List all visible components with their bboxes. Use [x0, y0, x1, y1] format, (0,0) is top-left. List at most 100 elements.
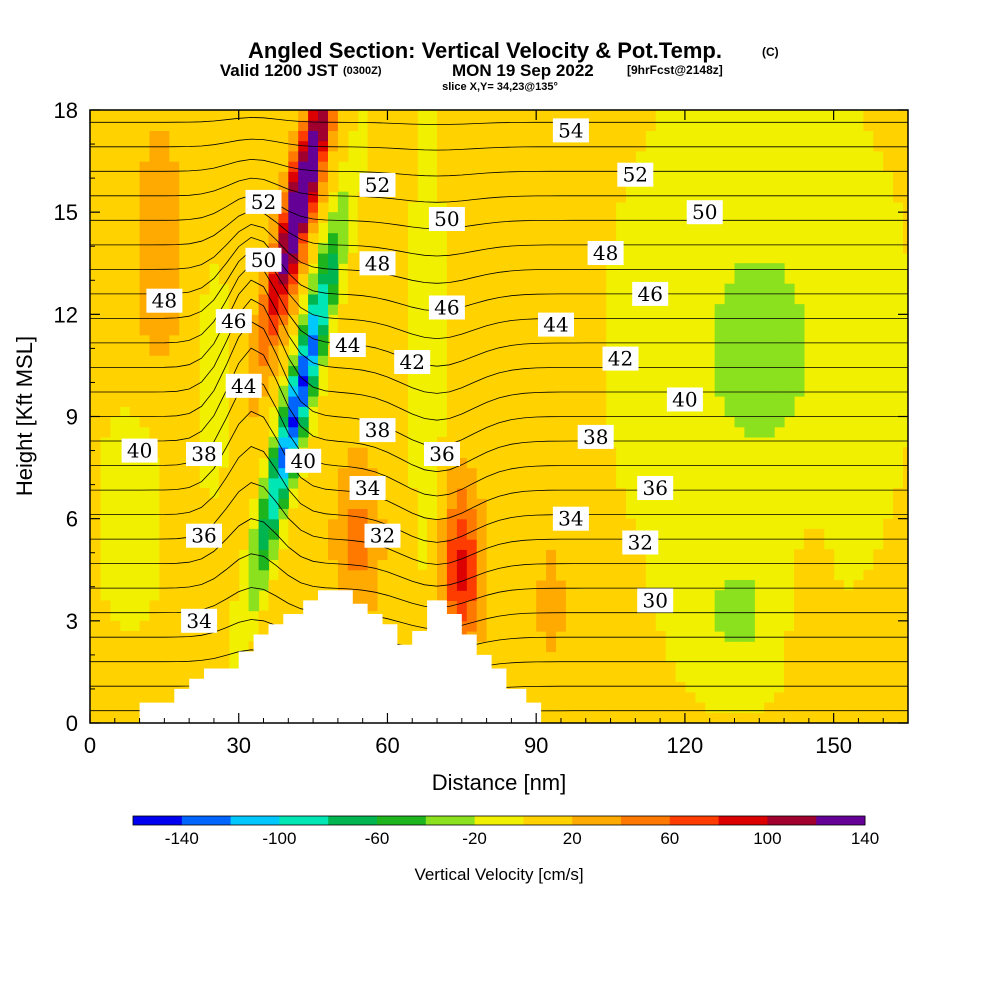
velocity-cell — [129, 263, 141, 274]
velocity-cell — [565, 355, 577, 366]
velocity-cell — [258, 620, 270, 632]
velocity-cell — [189, 130, 200, 142]
velocity-cell — [565, 426, 577, 438]
velocity-cell — [843, 651, 855, 663]
velocity-cell — [248, 181, 260, 193]
velocity-cell — [119, 130, 131, 142]
velocity-cell — [446, 314, 458, 326]
velocity-cell — [357, 212, 369, 223]
velocity-cell — [724, 314, 736, 326]
velocity-cell — [456, 488, 468, 499]
velocity-cell — [367, 467, 379, 479]
velocity-cell — [565, 477, 577, 489]
velocity-cell — [536, 355, 547, 366]
velocity-cell — [556, 436, 567, 448]
velocity-cell — [387, 590, 398, 601]
velocity-cell — [437, 549, 448, 561]
velocity-cell — [248, 130, 260, 142]
velocity-cell — [724, 304, 736, 315]
velocity-cell — [873, 702, 884, 714]
velocity-cell — [90, 528, 101, 540]
velocity-cell — [595, 120, 607, 131]
contour-label-box — [617, 162, 654, 187]
velocity-cell — [853, 702, 864, 714]
velocity-cell — [615, 590, 626, 601]
velocity-cell — [357, 283, 369, 295]
velocity-cell — [159, 426, 170, 438]
velocity-cell — [526, 293, 537, 305]
velocity-cell — [218, 150, 230, 162]
velocity-cell — [496, 345, 507, 356]
velocity-cell — [427, 549, 438, 561]
contour-label-text: 52 — [251, 190, 276, 214]
velocity-cell — [526, 559, 537, 571]
velocity-cell — [397, 600, 408, 612]
velocity-cell — [813, 620, 825, 632]
velocity-cell — [456, 467, 468, 479]
velocity-cell — [615, 120, 626, 131]
velocity-cell — [189, 641, 200, 653]
velocity-cell — [189, 201, 200, 213]
velocity-cell — [218, 477, 230, 489]
velocity-cell — [813, 569, 825, 581]
velocity-cell — [734, 283, 745, 295]
velocity-cell — [189, 580, 200, 591]
velocity-cell — [635, 580, 646, 591]
velocity-cell — [625, 518, 636, 530]
velocity-cell — [873, 641, 884, 653]
velocity-cell — [516, 283, 527, 295]
velocity-cell — [129, 161, 141, 172]
velocity-cell — [714, 385, 726, 397]
velocity-cell — [129, 150, 141, 162]
velocity-cell — [486, 263, 498, 274]
velocity-cell — [903, 457, 908, 469]
velocity-cell — [625, 671, 636, 683]
velocity-cell — [258, 293, 270, 305]
velocity-cell — [546, 334, 557, 346]
velocity-cell — [328, 467, 339, 479]
velocity-cell — [536, 253, 547, 264]
velocity-cell — [268, 365, 279, 377]
velocity-cell — [209, 130, 220, 142]
velocity-cell — [754, 324, 765, 336]
velocity-cell — [209, 498, 220, 509]
velocity-cell — [139, 171, 151, 183]
velocity-cell — [496, 488, 507, 499]
velocity-cell — [367, 283, 379, 295]
velocity-cell — [377, 232, 388, 244]
velocity-cell — [476, 120, 488, 131]
velocity-cell — [595, 324, 607, 336]
velocity-cell — [407, 181, 418, 193]
velocity-cell — [318, 140, 329, 152]
velocity-cell — [99, 702, 111, 714]
velocity-cell — [466, 304, 478, 315]
velocity-cell — [615, 150, 626, 162]
velocity-cell — [516, 477, 527, 489]
velocity-cell — [526, 610, 537, 622]
velocity-cell — [516, 212, 527, 223]
velocity-cell — [893, 171, 904, 183]
velocity-cell — [734, 293, 745, 305]
velocity-cell — [536, 641, 547, 653]
velocity-cell — [209, 212, 220, 223]
velocity-cell — [357, 293, 369, 305]
velocity-cell — [357, 232, 369, 244]
velocity-cell — [556, 232, 567, 244]
velocity-cell — [506, 518, 517, 530]
velocity-cell — [873, 590, 884, 601]
velocity-cell — [328, 569, 339, 581]
velocity-cell — [456, 375, 468, 387]
velocity-cell — [466, 273, 478, 285]
velocity-cell — [466, 396, 478, 407]
velocity-cell — [625, 610, 636, 622]
velocity-cell — [506, 631, 517, 642]
velocity-cell — [813, 641, 825, 653]
velocity-cell — [526, 201, 537, 213]
velocity-cell — [476, 416, 488, 428]
velocity-cell — [893, 539, 904, 550]
velocity-cell — [565, 396, 577, 407]
velocity-cell — [476, 498, 488, 509]
velocity-cell — [189, 171, 200, 183]
velocity-cell — [337, 416, 349, 428]
velocity-cell — [337, 232, 349, 244]
